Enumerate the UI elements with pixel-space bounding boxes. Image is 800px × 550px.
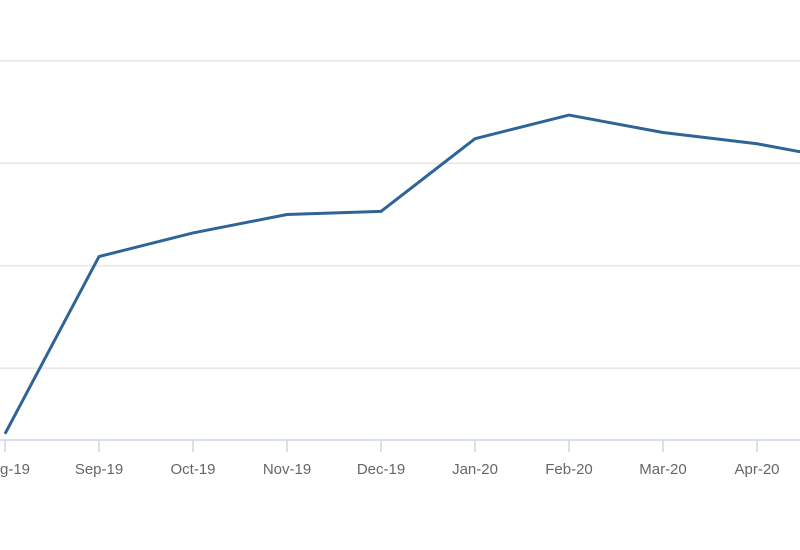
x-tick-label: Apr-20 (734, 461, 779, 478)
x-tick-label: g-19 (0, 461, 30, 478)
x-tick-label: Dec-19 (357, 461, 405, 478)
x-tick-label: Mar-20 (639, 461, 687, 478)
x-tick-label: Nov-19 (263, 461, 311, 478)
x-tick-label: Feb-20 (545, 461, 593, 478)
data-line (3, 113, 800, 435)
x-tick-label: Sep-19 (75, 461, 123, 478)
x-tick-label: Jan-20 (452, 461, 498, 478)
x-tick-label: Oct-19 (170, 461, 215, 478)
